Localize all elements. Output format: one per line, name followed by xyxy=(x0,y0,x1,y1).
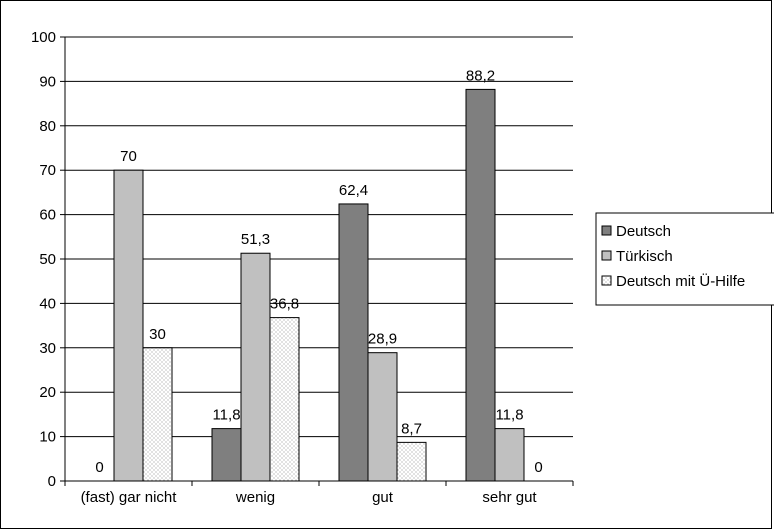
y-tick-label: 30 xyxy=(39,340,56,357)
y-tick-label: 20 xyxy=(39,384,56,401)
bar xyxy=(240,252,271,482)
data-label: 11,8 xyxy=(495,407,523,424)
x-tick-label: sehr gut xyxy=(482,489,537,506)
legend-swatch xyxy=(601,225,612,236)
data-label: 30 xyxy=(149,326,166,343)
data-label: 28,9 xyxy=(368,331,397,348)
legend-box xyxy=(595,212,774,306)
bar xyxy=(269,317,300,482)
y-tick-label: 10 xyxy=(39,429,56,446)
bar xyxy=(338,203,369,482)
bar xyxy=(367,352,398,482)
data-label: 51,3 xyxy=(241,231,270,248)
axes: 0 10 20 30 40 50 60 70 80 90 100 (fast) gar nicht we… xyxy=(31,29,574,506)
legend-label: Deutsch mit Ü-Hilfe xyxy=(616,272,745,290)
legend: Deutsch Türkisch Deutsch mit Ü-Hilfe xyxy=(595,212,774,306)
x-tick-label: (fast) gar nicht xyxy=(81,489,178,506)
legend-label: Türkisch xyxy=(616,248,673,265)
y-tick-label: 50 xyxy=(39,251,56,268)
data-label: 88,2 xyxy=(466,67,495,84)
bars xyxy=(113,88,525,482)
data-label: 62,4 xyxy=(339,182,368,199)
y-tick-label: 90 xyxy=(39,73,56,90)
bar xyxy=(396,441,427,482)
data-label: 36,8 xyxy=(270,296,299,313)
data-labels: 0 70 30 11,8 51,3 36,8 62,4 28,9 8,7 88,2 11,8 0 xyxy=(95,67,542,476)
legend-swatch xyxy=(601,250,612,261)
y-tick-label: 70 xyxy=(39,162,56,179)
bar xyxy=(113,169,144,482)
bar xyxy=(465,88,496,482)
y-tick-label: 80 xyxy=(39,118,56,135)
y-tick-label: 100 xyxy=(31,29,56,46)
data-label: 8,7 xyxy=(401,420,422,437)
bar xyxy=(494,428,525,482)
bar xyxy=(142,347,173,482)
y-tick-label: 0 xyxy=(48,473,56,490)
legend-label: Deutsch xyxy=(616,223,671,240)
data-label: 70 xyxy=(120,148,137,165)
data-label: 11,8 xyxy=(212,407,240,424)
bar xyxy=(211,428,242,482)
y-tick-label: 60 xyxy=(39,207,56,224)
y-tick-label: 40 xyxy=(39,295,56,312)
legend-swatch xyxy=(601,275,612,286)
x-tick-label: wenig xyxy=(235,489,275,506)
data-label: 0 xyxy=(95,459,103,476)
data-label: 0 xyxy=(534,459,542,476)
x-tick-label: gut xyxy=(372,489,394,506)
